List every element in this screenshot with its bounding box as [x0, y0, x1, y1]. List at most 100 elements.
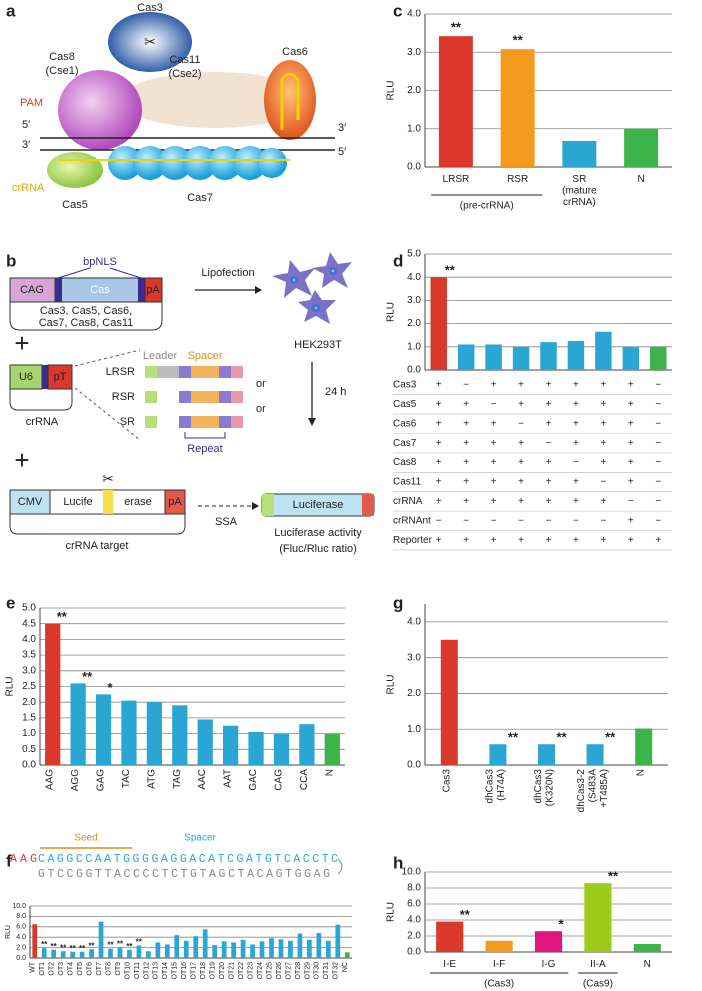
table-cell: + — [600, 496, 606, 507]
table-cell: + — [600, 399, 606, 410]
table-cell: − — [518, 418, 524, 429]
label: pA — [146, 284, 160, 296]
x-tick-label: TAC — [121, 769, 132, 788]
bar — [635, 728, 653, 765]
y-tick-label: 0.0 — [407, 365, 421, 376]
cas11-shape — [120, 72, 310, 128]
group-label: (Cas9) — [583, 979, 613, 990]
label: crRNA — [26, 416, 59, 428]
label: PAM — [20, 97, 43, 109]
label: SSA — [215, 516, 238, 528]
label: Cas3, Cas5, Cas6, — [40, 305, 132, 317]
y-tick-label: 2.0 — [407, 688, 421, 699]
label: or — [256, 403, 266, 415]
table-cell: − — [436, 515, 442, 526]
label: Cas7 — [187, 192, 213, 204]
x-tick-label: OT26 — [276, 962, 283, 980]
y-axis-title: RLU — [5, 925, 12, 939]
x-tick-label: OT25 — [266, 962, 273, 980]
y-tick-label: 1.5 — [22, 713, 36, 724]
row-label: Cas8 — [393, 457, 417, 468]
x-tick-label: NC — [342, 962, 349, 972]
y-axis-title: RLU — [386, 80, 397, 100]
label: or — [256, 378, 266, 390]
panel-letter: b — [6, 251, 16, 270]
label: RSR — [112, 391, 135, 403]
x-tick-label: OT13 — [153, 962, 160, 980]
bar — [45, 623, 61, 765]
table-cell: + — [491, 457, 497, 468]
x-tick-label: N — [644, 959, 651, 970]
table-cell: − — [655, 496, 661, 507]
row-label: Cas11 — [393, 477, 422, 488]
row-label: Cas3 — [393, 380, 417, 391]
table-cell: + — [628, 477, 634, 488]
x-tick-label: OT4 — [67, 962, 74, 976]
construct-rsr — [145, 391, 243, 403]
table-cell: + — [628, 380, 634, 391]
panel-letter: e — [6, 593, 15, 612]
y-tick-label: 2.0 — [407, 318, 421, 329]
table-cell: − — [573, 515, 579, 526]
bar — [344, 952, 350, 958]
bar — [174, 935, 180, 958]
label: SR — [120, 416, 135, 428]
x-tick-label: I-G — [542, 959, 556, 970]
x-tick-label: OT12 — [143, 962, 150, 980]
significance: ** — [41, 940, 48, 949]
table-cell: + — [463, 399, 469, 410]
label: Luciferase — [293, 499, 344, 511]
table-cell: − — [491, 515, 497, 526]
bar — [259, 941, 265, 958]
spacer-label: Spacer — [184, 833, 216, 844]
x-tick-label: OT22 — [238, 962, 245, 980]
scissors-icon: ✂ — [144, 34, 156, 50]
table-cell: + — [518, 457, 524, 468]
y-tick-label: 0.0 — [407, 947, 421, 958]
bar — [95, 694, 112, 765]
table-cell: − — [463, 515, 469, 526]
x-tick-label: OT27 — [285, 962, 292, 980]
x-tick-label: dhCas3-2(S483A+T485A) — [576, 769, 610, 813]
significance: ** — [107, 941, 114, 950]
label: Spacer — [188, 350, 223, 362]
label: Cas — [90, 284, 110, 296]
cas6-shape — [264, 60, 316, 140]
table-cell: + — [628, 418, 634, 429]
significance: ** — [79, 944, 86, 953]
bar — [98, 921, 104, 958]
table-cell: − — [518, 515, 524, 526]
table-cell: + — [573, 399, 579, 410]
y-tick-label: 5.0 — [407, 249, 421, 260]
table-cell: − — [600, 477, 606, 488]
table-cell: + — [436, 496, 442, 507]
label: Lucife — [63, 496, 92, 508]
bar — [316, 933, 322, 958]
x-tick-label: OT5 — [77, 962, 84, 976]
bar — [193, 936, 199, 958]
x-tick-label: OT32 — [333, 962, 340, 980]
table-cell: + — [463, 496, 469, 507]
table-cell: − — [655, 399, 661, 410]
x-tick-label: OT14 — [162, 962, 169, 980]
significance: ** — [82, 669, 93, 684]
label: Luciferase activity — [274, 527, 362, 539]
significance: ** — [126, 942, 133, 951]
table-cell: − — [546, 438, 552, 449]
x-tick-label: CCA — [299, 769, 310, 790]
bar — [586, 744, 604, 765]
significance: ** — [605, 730, 616, 745]
label: CAG — [20, 284, 44, 296]
x-tick-label: OT1 — [39, 962, 46, 976]
table-cell: + — [600, 438, 606, 449]
x-tick-label: OT23 — [247, 962, 254, 980]
x-tick-label: OT29 — [304, 962, 311, 980]
x-tick-label: OT16 — [181, 962, 188, 980]
x-tick-label: OT6 — [86, 962, 93, 976]
significance: ** — [508, 730, 519, 745]
y-axis-title: RLU — [5, 676, 16, 696]
label: 3′ — [338, 122, 346, 134]
x-tick-label: OT21 — [228, 962, 235, 980]
table-cell: + — [518, 477, 524, 488]
bar — [60, 951, 66, 958]
